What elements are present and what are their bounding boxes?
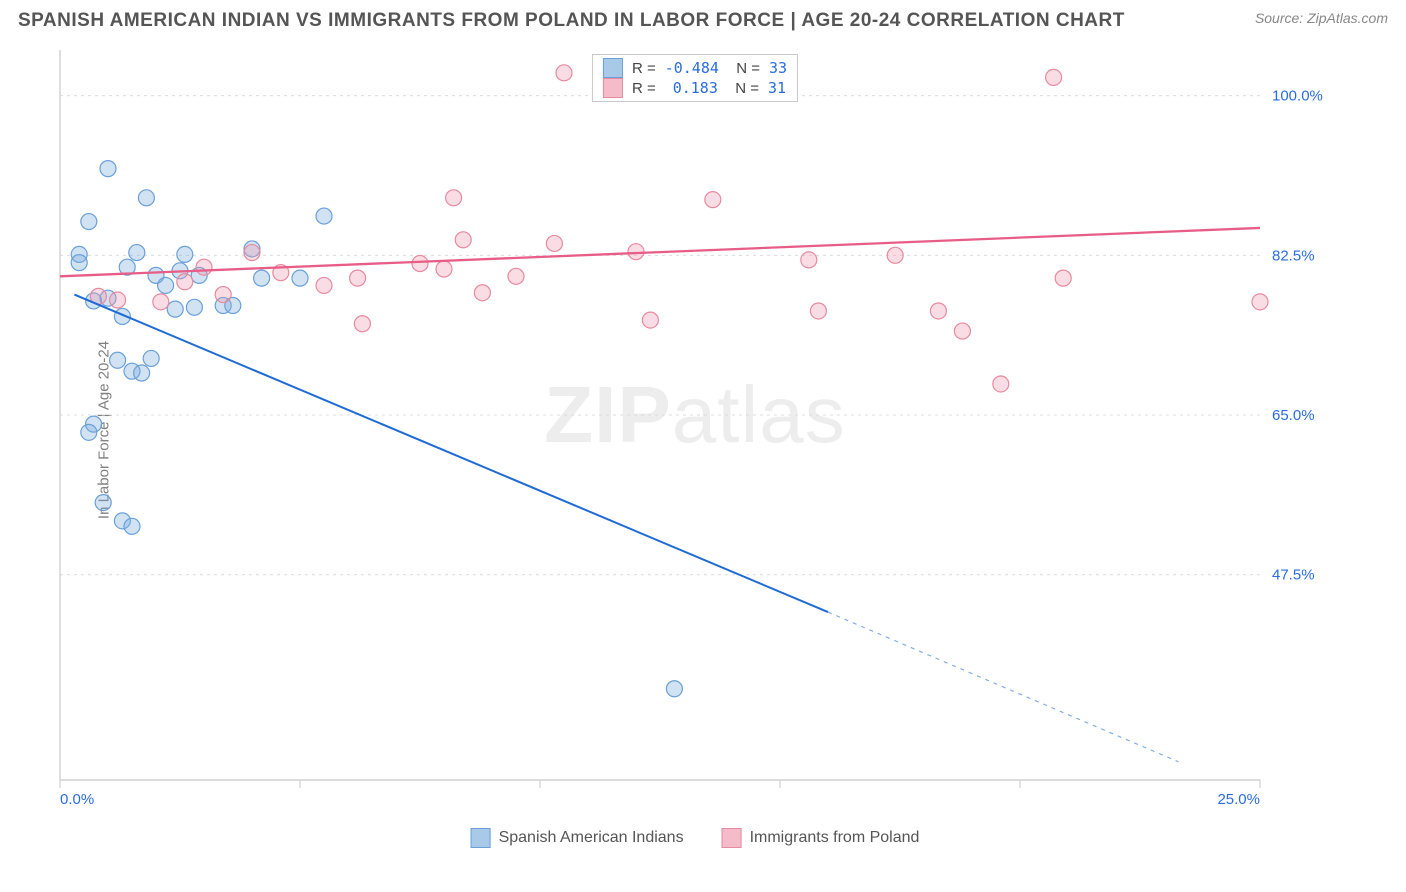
correlation-row-1: R = -0.484 N = 33 [603, 58, 787, 78]
legend-item-blue: Spanish American Indians [471, 828, 684, 848]
chart-title: SPANISH AMERICAN INDIAN VS IMMIGRANTS FR… [18, 10, 1125, 32]
correlation-legend: R = -0.484 N = 33 R = 0.183 N = 31 [592, 54, 798, 102]
series-swatch-pink [603, 78, 623, 98]
series-swatch-blue [603, 58, 623, 78]
series-swatch-blue [471, 828, 491, 848]
svg-text:100.0%: 100.0% [1272, 88, 1323, 105]
scatter-plot: 47.5% 65.0% 82.5% 100.0% 0.0% 25.0% [55, 50, 1335, 810]
series-legend: Spanish American Indians Immigrants from… [471, 828, 920, 848]
svg-text:65.0%: 65.0% [1272, 407, 1315, 424]
chart-header: SPANISH AMERICAN INDIAN VS IMMIGRANTS FR… [0, 0, 1406, 32]
legend-item-pink: Immigrants from Poland [722, 828, 920, 848]
chart-container: In Labor Force | Age 20-24 ZIPatlas 47.5… [55, 50, 1335, 810]
svg-text:0.0%: 0.0% [60, 791, 94, 808]
chart-source: Source: ZipAtlas.com [1255, 10, 1388, 26]
svg-text:82.5%: 82.5% [1272, 247, 1315, 264]
svg-text:47.5%: 47.5% [1272, 567, 1315, 584]
svg-text:25.0%: 25.0% [1217, 791, 1260, 808]
series-swatch-pink [722, 828, 742, 848]
correlation-row-2: R = 0.183 N = 31 [603, 78, 787, 98]
